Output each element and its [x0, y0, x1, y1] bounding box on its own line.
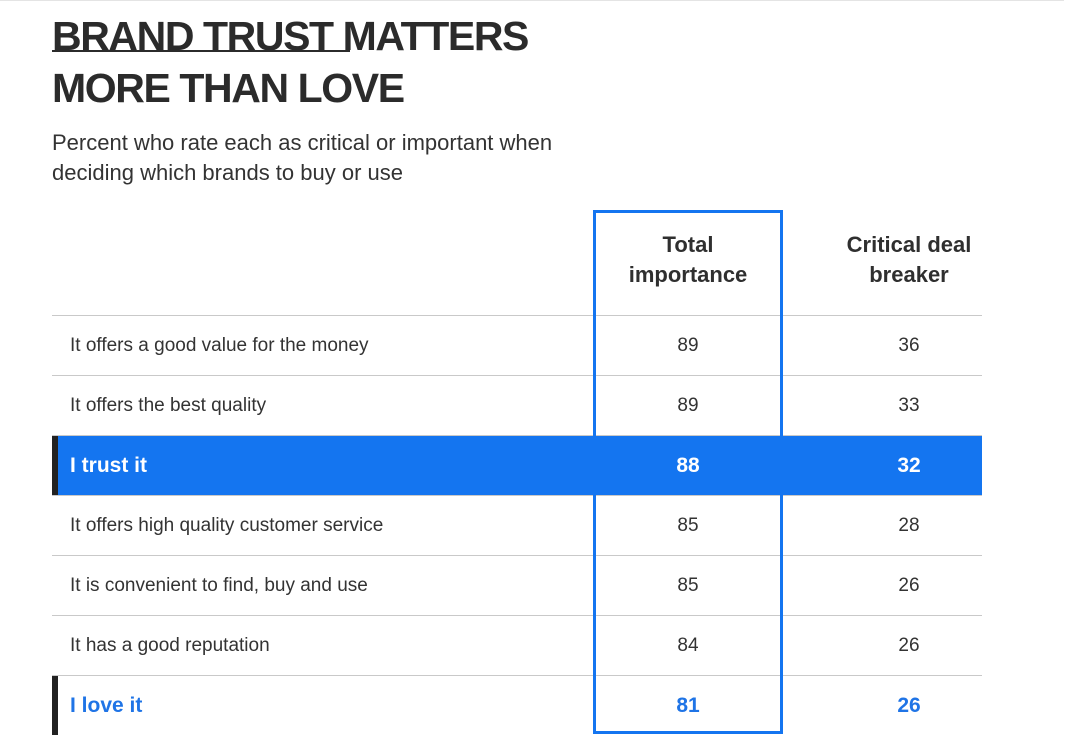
critical-deal-breaker-value: 32	[897, 454, 921, 477]
critical-deal-breaker-value: 26	[898, 635, 920, 656]
critical-deal-breaker-value: 26	[897, 694, 921, 717]
table-row: It offers the best quality 89 33	[52, 375, 982, 435]
table-row: It has a good reputation 84 26	[52, 615, 982, 675]
column-header-total-line-2: importance	[628, 262, 748, 287]
total-importance-value: 84	[677, 635, 699, 656]
total-importance-value: 89	[677, 395, 699, 416]
total-importance-value: 85	[677, 515, 699, 536]
table-row: I love it 81 26	[52, 675, 982, 735]
column-header-critical-line-2: breaker	[869, 262, 949, 287]
critical-deal-breaker-value: 26	[898, 575, 920, 596]
data-table: It offers a good value for the money 89 36…	[52, 315, 982, 735]
critical-deal-breaker-value: 28	[898, 515, 920, 536]
row-label: It offers the best quality	[70, 395, 267, 416]
title-underline	[52, 50, 350, 52]
column-header-total-line-1: Total	[662, 232, 714, 257]
title-line-2: MORE THAN LOVE	[52, 65, 405, 111]
total-importance-value: 88	[676, 454, 700, 477]
table-row: It offers high quality customer service 8…	[52, 495, 982, 555]
row-label: I trust it	[70, 454, 147, 477]
title-line-1: BRAND TRUST MATTERS	[52, 13, 529, 59]
row-marker-bar	[52, 436, 58, 495]
column-header-total-importance: Total importance	[596, 230, 780, 290]
row-label: I love it	[70, 694, 143, 717]
table-row: It is convenient to find, buy and use 85 2…	[52, 555, 982, 615]
total-importance-value: 89	[677, 335, 699, 356]
critical-deal-breaker-value: 33	[898, 395, 920, 416]
row-label: It offers a good value for the money	[70, 335, 369, 356]
row-label: It is convenient to find, buy and use	[70, 575, 368, 596]
row-marker-bar	[52, 676, 58, 735]
total-importance-value: 81	[676, 694, 700, 717]
column-header-critical-line-1: Critical deal	[846, 232, 972, 257]
column-header-critical-deal-breaker: Critical deal breaker	[820, 230, 998, 290]
row-label: It has a good reputation	[70, 635, 270, 656]
chart-title: BRAND TRUST MATTERS MORE THAN LOVE	[52, 10, 529, 114]
table-row: It offers a good value for the money 89 36	[52, 315, 982, 375]
top-rule	[0, 0, 1064, 1]
row-label: It offers high quality customer service	[70, 515, 384, 536]
table-row: I trust it 88 32	[52, 435, 982, 495]
critical-deal-breaker-value: 36	[898, 335, 920, 356]
chart-subtitle: Percent who rate each as critical or imp…	[52, 130, 553, 185]
total-importance-value: 85	[677, 575, 699, 596]
